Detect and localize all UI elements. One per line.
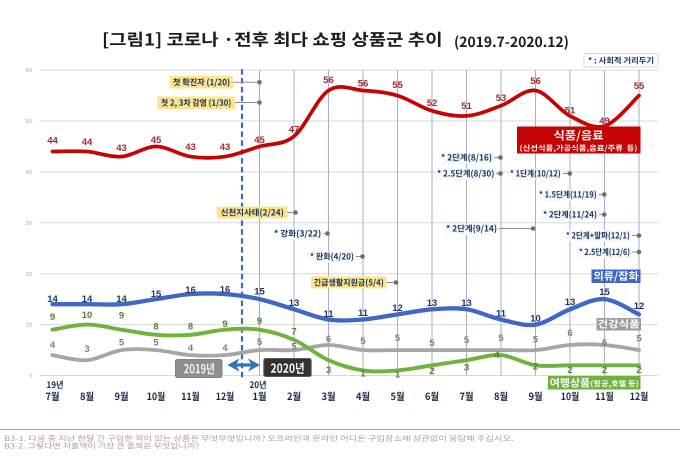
svg-text:11: 11 [323, 309, 334, 320]
svg-text:2: 2 [429, 366, 434, 377]
svg-text:5: 5 [119, 337, 125, 348]
svg-text:14: 14 [116, 294, 127, 305]
svg-text:53: 53 [496, 93, 507, 104]
svg-text:55: 55 [634, 81, 645, 92]
svg-text:4: 4 [494, 350, 500, 361]
svg-text:10: 10 [82, 310, 93, 321]
svg-text:5: 5 [429, 338, 435, 349]
svg-text:55: 55 [392, 80, 403, 91]
svg-text:0: 0 [29, 374, 32, 380]
svg-text:2: 2 [533, 362, 538, 373]
svg-text:11: 11 [496, 309, 507, 320]
svg-text:52: 52 [427, 98, 438, 109]
svg-text:50: 50 [26, 119, 32, 125]
svg-text:9: 9 [222, 319, 227, 330]
svg-text:9: 9 [257, 316, 262, 327]
svg-text:14: 14 [82, 294, 93, 305]
svg-text:14: 14 [47, 294, 58, 305]
svg-text:5: 5 [257, 337, 263, 348]
svg-text:47: 47 [289, 124, 300, 135]
svg-text:4: 4 [222, 343, 228, 354]
svg-text:15: 15 [599, 287, 610, 298]
svg-text:5: 5 [498, 333, 504, 344]
svg-text:13: 13 [427, 298, 438, 309]
svg-text:8: 8 [188, 322, 193, 333]
svg-text:13: 13 [565, 297, 576, 308]
svg-text:40: 40 [26, 170, 32, 176]
svg-text:45: 45 [151, 135, 162, 146]
svg-text:45: 45 [254, 135, 265, 146]
svg-text:7: 7 [291, 326, 296, 337]
svg-text:3: 3 [326, 365, 331, 376]
svg-text:16: 16 [185, 285, 196, 296]
svg-text:2: 2 [636, 365, 641, 376]
svg-text:5: 5 [291, 342, 297, 353]
svg-text:5: 5 [533, 335, 539, 346]
svg-text:3: 3 [464, 363, 469, 374]
svg-text:3: 3 [84, 344, 89, 355]
svg-text:6: 6 [567, 328, 572, 339]
svg-text:6: 6 [326, 334, 331, 345]
svg-text:5: 5 [153, 337, 159, 348]
svg-text:11: 11 [358, 308, 369, 319]
svg-text:9: 9 [50, 312, 55, 323]
svg-text:30: 30 [26, 221, 32, 227]
svg-text:44: 44 [47, 136, 58, 147]
svg-text:9: 9 [119, 311, 124, 322]
svg-text:2: 2 [567, 365, 572, 376]
svg-text:43: 43 [220, 142, 231, 153]
svg-text:51: 51 [461, 101, 472, 112]
svg-text:1: 1 [360, 369, 366, 380]
svg-text:56: 56 [358, 78, 369, 89]
svg-text:44: 44 [82, 137, 93, 148]
svg-text:51: 51 [565, 105, 576, 116]
svg-text:15: 15 [151, 289, 162, 300]
svg-text:8: 8 [153, 322, 158, 333]
svg-text:5: 5 [360, 336, 366, 347]
svg-text:2: 2 [602, 365, 607, 376]
svg-text:6: 6 [602, 338, 607, 349]
svg-text:20: 20 [26, 272, 32, 278]
svg-text:13: 13 [289, 298, 300, 309]
svg-text:15: 15 [254, 287, 265, 298]
svg-text:60: 60 [26, 68, 32, 74]
svg-text:49: 49 [599, 116, 610, 127]
svg-text:5: 5 [636, 333, 642, 344]
svg-text:43: 43 [116, 143, 127, 154]
svg-text:43: 43 [185, 142, 196, 153]
svg-text:1: 1 [395, 370, 401, 381]
svg-text:12: 12 [392, 303, 403, 314]
svg-text:16: 16 [220, 285, 231, 296]
svg-text:10: 10 [26, 323, 32, 329]
svg-text:10: 10 [530, 313, 541, 324]
svg-text:56: 56 [323, 75, 334, 86]
svg-text:5: 5 [395, 333, 401, 344]
svg-text:5: 5 [464, 335, 470, 346]
svg-text:13: 13 [461, 298, 472, 309]
svg-text:4: 4 [50, 340, 56, 351]
svg-text:56: 56 [530, 76, 541, 87]
svg-text:4: 4 [188, 343, 194, 354]
svg-text:12: 12 [634, 301, 645, 312]
